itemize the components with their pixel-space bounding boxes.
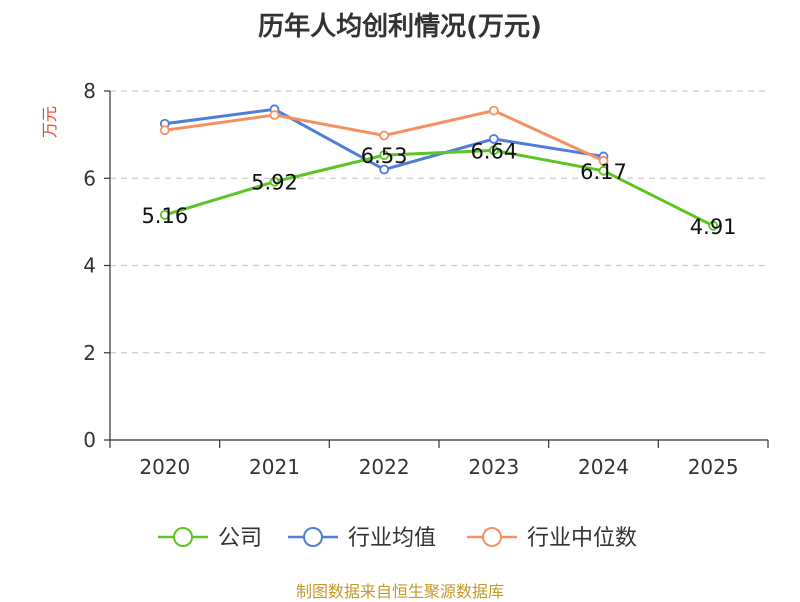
- legend-marker: [482, 527, 502, 547]
- legend-marker: [173, 527, 193, 547]
- data-label: 5.16: [141, 204, 188, 228]
- data-point: [269, 176, 280, 187]
- y-tick-label: 2: [83, 341, 96, 365]
- chart-title: 历年人均创利情况(万元): [258, 12, 542, 42]
- data-label: 4.91: [690, 215, 737, 239]
- data-label: 5.92: [251, 171, 298, 195]
- y-tick-label: 4: [83, 254, 96, 278]
- data-point: [598, 165, 609, 176]
- x-tick-label: 2024: [578, 455, 629, 479]
- data-point: [488, 145, 499, 156]
- x-tick-label: 2022: [359, 455, 410, 479]
- data-point: [379, 164, 390, 175]
- legend-marker: [303, 527, 323, 547]
- y-axis-label: 万元: [40, 106, 59, 138]
- x-tick-label: 2021: [249, 455, 300, 479]
- legend-label: 公司: [218, 526, 262, 551]
- legend-label: 行业均值: [348, 526, 436, 551]
- data-point: [488, 134, 499, 144]
- x-tick-label: 2023: [468, 455, 519, 479]
- data-point: [269, 110, 280, 120]
- source-note: 制图数据来自恒生聚源数据库: [295, 582, 504, 601]
- data-point: [379, 150, 390, 161]
- data-point: [708, 220, 719, 231]
- y-tick-label: 6: [83, 166, 96, 190]
- data-label: 6.53: [361, 144, 408, 168]
- data-point: [488, 105, 499, 116]
- y-tick-label: 0: [83, 428, 96, 452]
- data-label: 6.64: [470, 139, 517, 163]
- data-point: [159, 209, 170, 220]
- series-line: [164, 148, 714, 228]
- data-point: [159, 125, 170, 136]
- data-label: 6.17: [580, 160, 627, 184]
- data-point: [379, 130, 390, 141]
- data-point: [598, 155, 609, 166]
- x-tick-label: 2020: [139, 455, 190, 479]
- legend-label: 行业中位数: [527, 526, 637, 551]
- x-tick-label: 2025: [688, 455, 739, 479]
- y-tick-label: 8: [83, 79, 96, 103]
